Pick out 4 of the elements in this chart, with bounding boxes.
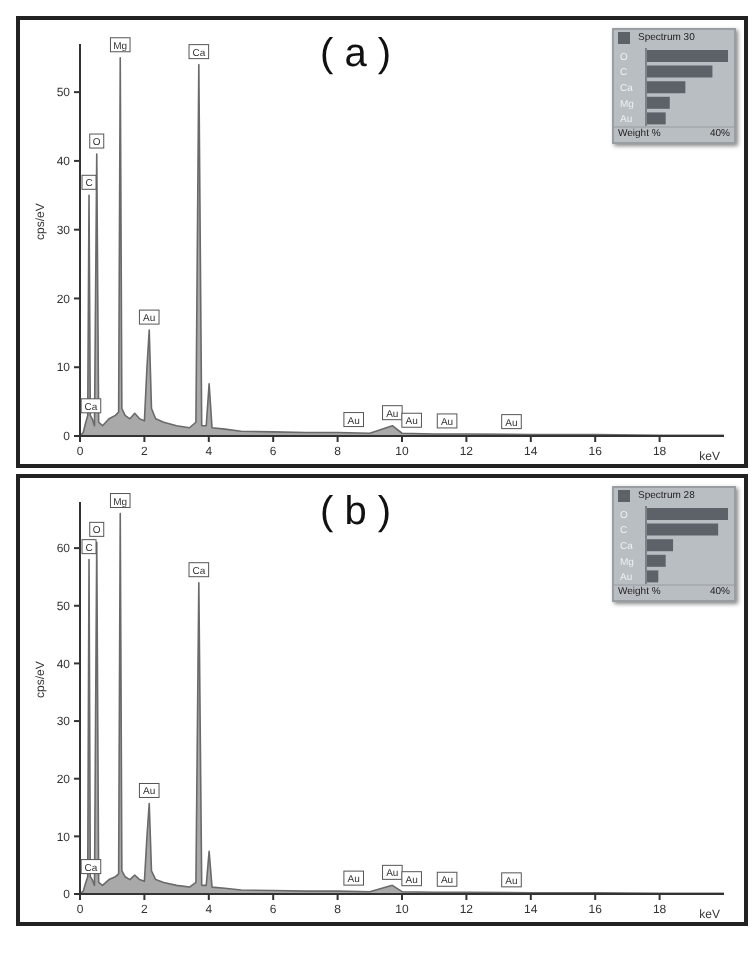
bar xyxy=(646,50,728,62)
bar xyxy=(646,508,728,520)
chart-title: ( b ) xyxy=(320,490,392,536)
chart-title: ( a ) xyxy=(320,32,392,78)
